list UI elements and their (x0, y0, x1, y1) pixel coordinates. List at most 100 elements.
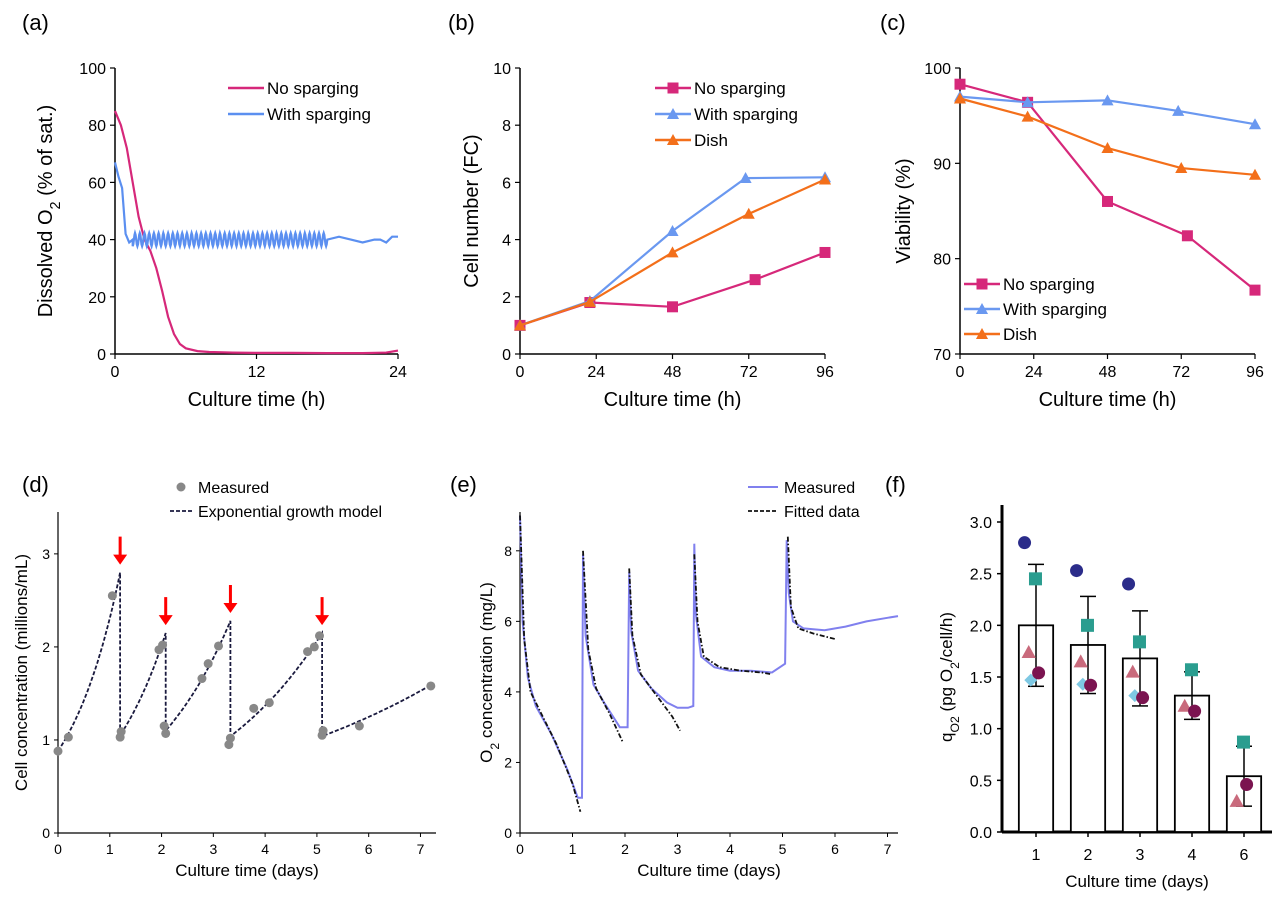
data-point (1172, 104, 1185, 116)
x-tick-label: 24 (587, 364, 605, 381)
legend-label: No sparging (267, 79, 359, 98)
measured-point (203, 659, 213, 669)
legend-label: With sparging (694, 105, 798, 124)
x-tick-label: 0 (516, 364, 525, 381)
data-point (1102, 195, 1113, 207)
axis-title-subscript: O2 (948, 716, 962, 733)
legend-label: No sparging (1003, 275, 1095, 294)
y-axis-title: Viability (%) (893, 158, 915, 263)
replicate-point (1229, 793, 1244, 807)
legend-label: Dish (1003, 325, 1037, 344)
data-point (1248, 168, 1262, 180)
y-tick-label: 80 (88, 118, 106, 135)
y-axis-title: Dissolved O2 (% of sat.) (35, 105, 64, 318)
x-tick-label: 7 (884, 841, 892, 857)
legend-marker (667, 82, 679, 94)
x-tick-label: 72 (1172, 364, 1190, 381)
y-tick-label: 8 (502, 118, 511, 135)
axis-title-part: /cell/h) (937, 612, 956, 662)
x-tick-label: 6 (365, 841, 373, 857)
y-tick-label: 1 (42, 732, 50, 748)
replicate-point (1188, 704, 1202, 718)
y-axis-title: Cell number (FC) (461, 134, 483, 287)
x-tick-label: 1 (1032, 847, 1041, 864)
measured-point (426, 681, 436, 691)
panel-tag: (f) (885, 472, 906, 497)
y-tick-label: 8 (504, 543, 512, 559)
replicate-point (1136, 691, 1150, 705)
data-point (513, 319, 527, 331)
data-point (1181, 230, 1193, 242)
measured-point (303, 647, 313, 657)
measured-point (264, 698, 274, 708)
x-tick-label: 3 (1136, 847, 1145, 864)
data-point (749, 274, 761, 286)
legend-label: Dish (694, 131, 728, 150)
x-tick-label: 72 (740, 364, 758, 381)
y-axis-title: Cell concentration (millions/mL) (12, 554, 31, 791)
y-tick-label: 40 (88, 233, 106, 250)
fitted-line (582, 550, 624, 742)
replicate-point (1125, 664, 1140, 678)
measured-point (225, 733, 235, 743)
x-tick-label: 0 (516, 841, 524, 857)
data-point (666, 246, 679, 258)
x-tick-label: 24 (1025, 364, 1043, 381)
y-tick-label: 4 (502, 233, 511, 250)
panel-tag: (a) (22, 10, 49, 35)
x-tick-label: 4 (261, 841, 269, 857)
x-tick-label: 0 (54, 841, 62, 857)
replicate-point (1032, 666, 1046, 680)
y-tick-label: 60 (88, 175, 106, 192)
y-tick-label: 2 (42, 639, 50, 655)
x-tick-label: 6 (831, 841, 839, 857)
measured-point (309, 642, 319, 652)
x-tick-label: 2 (158, 841, 166, 857)
replicate-point (1132, 635, 1146, 649)
x-tick-label: 7 (417, 841, 425, 857)
data-point (1021, 110, 1034, 122)
x-tick-label: 5 (779, 841, 787, 857)
passage-arrow-head (223, 603, 238, 613)
x-axis-title: Culture time (days) (637, 861, 781, 880)
x-axis-title: Culture time (days) (1065, 872, 1209, 891)
y-axis-title: O2 concentration (mg/L) (477, 582, 502, 763)
legend-label: With sparging (267, 105, 371, 124)
measured-point (197, 674, 207, 684)
legend-marker (666, 107, 680, 119)
x-tick-label: 4 (1188, 847, 1197, 864)
y-tick-label: 20 (88, 290, 106, 307)
axis-title-part: Cell concentration (millions/mL) (12, 554, 31, 791)
data-point (1249, 284, 1261, 296)
measured-point (354, 721, 364, 731)
x-tick-label: 5 (313, 841, 321, 857)
y-tick-label: 0 (502, 347, 511, 364)
data-point (583, 295, 596, 307)
series-line-1 (519, 251, 826, 327)
replicate-point (1028, 572, 1042, 586)
replicate-point (1021, 645, 1036, 659)
legend-marker (975, 302, 989, 314)
y-tick-label: 70 (933, 347, 951, 364)
y-tick-label: 10 (493, 61, 511, 78)
fitted-line (693, 554, 773, 676)
x-tick-label: 2 (621, 841, 629, 857)
fitted-line (628, 568, 681, 732)
legend-marker (975, 327, 989, 339)
measured-line (519, 515, 899, 799)
replicate-point (1070, 564, 1084, 578)
panel-tag: (d) (22, 472, 49, 497)
y-tick-label: 2.5 (970, 567, 992, 584)
data-point (742, 207, 755, 219)
panel-a: (a) 0 20 40 60 80 100 0 12 24 Culture time (h) Diss… (22, 10, 407, 411)
measured-point (249, 703, 259, 713)
y-tick-label: 0 (504, 825, 512, 841)
y-tick-label: 3 (42, 546, 50, 562)
replicate-point (1080, 618, 1094, 632)
x-axis-title: Culture time (h) (1039, 389, 1177, 411)
passage-arrow-head (113, 554, 128, 565)
x-axis-title: Culture time (days) (175, 861, 319, 880)
data-point (953, 92, 967, 104)
